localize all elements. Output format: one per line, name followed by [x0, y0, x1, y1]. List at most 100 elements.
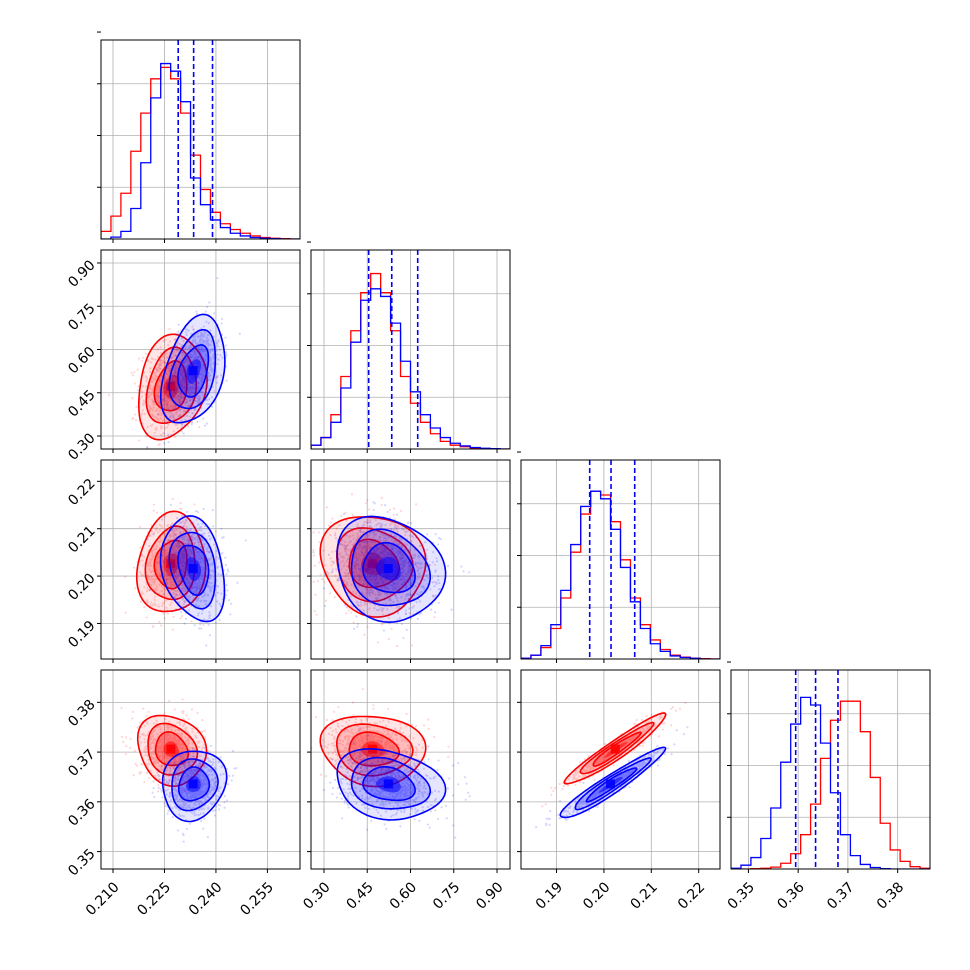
sample-point	[349, 535, 352, 538]
sample-point	[437, 601, 440, 604]
sample-point	[161, 392, 165, 396]
sample-point	[389, 602, 392, 605]
sample-point	[184, 347, 187, 350]
sample-point	[181, 698, 184, 701]
sample-point	[183, 587, 186, 590]
sample-point	[181, 556, 184, 559]
sample-point	[145, 379, 148, 383]
sample-point	[205, 336, 208, 339]
sample-point	[154, 376, 158, 379]
sample-point	[175, 412, 178, 415]
sample-point	[191, 398, 195, 402]
sample-point	[163, 573, 166, 576]
sample-point	[166, 386, 169, 389]
sample-point	[197, 536, 200, 540]
sample-point	[155, 526, 158, 529]
sample-point	[180, 578, 183, 581]
sample-point	[154, 604, 157, 607]
sample-point	[190, 355, 193, 359]
sample-point	[155, 588, 158, 591]
sample-point	[157, 395, 160, 398]
sample-point	[177, 395, 180, 398]
sample-point	[368, 573, 372, 576]
sample-point	[186, 536, 189, 539]
sample-point	[152, 400, 155, 403]
sample-point	[392, 556, 396, 559]
sample-point	[403, 581, 406, 584]
sample-point	[163, 361, 166, 364]
sample-point	[149, 578, 152, 581]
sample-point	[207, 581, 210, 584]
sample-point	[376, 579, 379, 582]
sample-point	[435, 581, 438, 584]
y-tick-label: 0.19	[65, 618, 98, 651]
sample-point	[194, 585, 197, 589]
sample-point	[167, 577, 170, 581]
sample-point	[403, 560, 406, 563]
sample-point	[387, 551, 390, 555]
sample-point	[184, 578, 187, 581]
sample-point	[182, 379, 185, 382]
sample-point	[180, 354, 184, 357]
sample-point	[172, 415, 175, 418]
sample-point	[202, 334, 206, 337]
sample-point	[199, 560, 202, 563]
sample-point	[340, 514, 343, 518]
sample-point	[208, 371, 211, 375]
sample-point	[140, 573, 143, 576]
sample-point	[170, 557, 173, 560]
sample-point	[343, 571, 346, 574]
sample-point	[123, 575, 127, 578]
sample-point	[203, 567, 206, 571]
sample-point	[355, 600, 358, 603]
sample-point	[174, 574, 177, 578]
sample-point	[302, 528, 304, 530]
sample-point	[163, 376, 167, 379]
sample-point	[202, 555, 205, 559]
sample-point	[399, 509, 403, 512]
sample-point	[372, 540, 375, 543]
sample-point	[201, 533, 204, 536]
sample-point	[380, 551, 383, 554]
sample-point	[161, 355, 165, 358]
sample-point	[201, 363, 204, 366]
sample-point	[161, 559, 164, 562]
sample-point	[312, 531, 315, 534]
sample-point	[389, 527, 393, 531]
sample-point	[186, 550, 189, 553]
sample-point	[200, 360, 203, 363]
sample-point	[354, 541, 357, 544]
sample-point	[154, 428, 157, 431]
sample-point	[162, 432, 165, 435]
sample-point	[196, 711, 199, 715]
sample-point	[185, 578, 189, 581]
sample-point	[182, 549, 185, 552]
sample-point	[391, 585, 394, 588]
sample-point	[358, 574, 361, 577]
sample-point	[161, 557, 164, 560]
sample-point	[344, 550, 348, 553]
sample-point	[174, 370, 177, 374]
sample-point	[436, 543, 440, 546]
sample-point	[183, 522, 186, 525]
sample-point	[157, 366, 160, 369]
sample-point	[211, 348, 214, 352]
sample-point	[160, 604, 164, 607]
sample-point	[155, 545, 158, 548]
sample-point	[182, 558, 185, 561]
sample-point	[170, 364, 173, 368]
sample-point	[144, 375, 147, 378]
sample-point	[414, 554, 417, 557]
sample-point	[183, 547, 186, 550]
sample-point	[401, 567, 404, 570]
sample-point	[199, 554, 203, 557]
sample-point	[178, 399, 181, 402]
sample-point	[384, 602, 388, 605]
sample-point	[165, 549, 168, 552]
contour-series-1	[177, 544, 210, 597]
sample-point	[189, 388, 193, 391]
sample-point	[367, 564, 370, 567]
sample-point	[363, 544, 366, 547]
sample-point	[162, 359, 165, 362]
sample-point	[346, 573, 349, 576]
